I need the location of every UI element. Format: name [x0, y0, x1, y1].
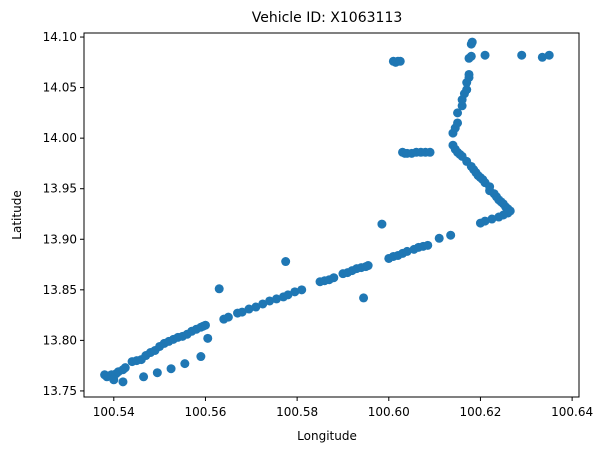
scatter-point: [402, 246, 412, 256]
scatter-points: [100, 37, 554, 387]
scatter-point: [120, 363, 130, 373]
scatter-point: [265, 296, 275, 306]
chart-title: Vehicle ID: X1063113: [252, 10, 403, 26]
y-tick-label: 14.10: [43, 30, 77, 44]
scatter-point: [118, 377, 128, 387]
scatter-point: [434, 233, 444, 243]
scatter-point: [196, 352, 206, 362]
scatter-point: [290, 287, 300, 297]
scatter-point: [251, 302, 261, 312]
y-tick-label: 14.00: [43, 131, 77, 145]
scatter-point: [425, 147, 435, 157]
y-tick-label: 14.05: [43, 81, 77, 95]
scatter-point: [359, 293, 369, 303]
scatter-point: [487, 214, 497, 224]
scatter-point: [214, 284, 224, 294]
plot-area-frame: [83, 32, 580, 398]
scatter-point: [200, 320, 210, 330]
x-tick-label: 100.58: [276, 405, 318, 419]
scatter-point: [462, 85, 472, 95]
scatter-point: [281, 257, 291, 267]
scatter-point: [152, 368, 162, 378]
scatter-point: [517, 50, 527, 60]
scatter-point: [537, 52, 547, 62]
scatter-point: [464, 69, 474, 79]
scatter-point: [446, 230, 456, 240]
y-tick-label: 13.90: [43, 232, 77, 246]
scatter-point: [475, 218, 485, 228]
scatter-point: [297, 285, 307, 295]
scatter-point: [180, 359, 190, 369]
x-tick-label: 100.62: [459, 405, 501, 419]
scatter-point: [467, 37, 477, 47]
y-axis-label: Latitude: [10, 190, 24, 239]
scatter-point: [329, 273, 339, 283]
x-axis-ticks: 100.54 100.56 100.58 100.60 100.62 100.64: [93, 397, 593, 419]
scatter-point: [258, 299, 268, 309]
scatter-point: [237, 307, 247, 317]
scatter-point: [423, 240, 433, 250]
scatter-point: [139, 372, 149, 382]
scatter-point: [223, 312, 233, 322]
scatter-point: [544, 50, 554, 60]
scatter-point: [272, 294, 281, 304]
x-tick-label: 100.60: [368, 405, 410, 419]
y-axis-ticks: 13.75 13.80 13.85 13.90 13.95 14.00 14.05 14.10: [43, 30, 84, 398]
scatter-point: [363, 261, 373, 271]
x-tick-label: 100.64: [551, 405, 593, 419]
scatter-point: [203, 333, 213, 343]
scatter-point: [480, 50, 490, 60]
scatter-point: [453, 108, 463, 118]
x-axis-label: Longitude: [297, 429, 357, 443]
x-tick-label: 100.54: [93, 405, 135, 419]
x-tick-label: 100.56: [184, 405, 226, 419]
scatter-point: [283, 290, 293, 300]
y-tick-label: 13.95: [43, 182, 77, 196]
y-tick-label: 13.85: [43, 283, 77, 297]
y-tick-label: 13.75: [43, 384, 77, 398]
scatter-point: [494, 212, 504, 222]
scatter-point: [453, 118, 463, 128]
scatter-point: [466, 51, 476, 61]
y-tick-label: 13.80: [43, 333, 77, 347]
scatter-point: [395, 56, 405, 66]
scatter-point: [377, 219, 387, 229]
scatter-point: [244, 304, 254, 314]
scatter-point: [166, 364, 176, 374]
